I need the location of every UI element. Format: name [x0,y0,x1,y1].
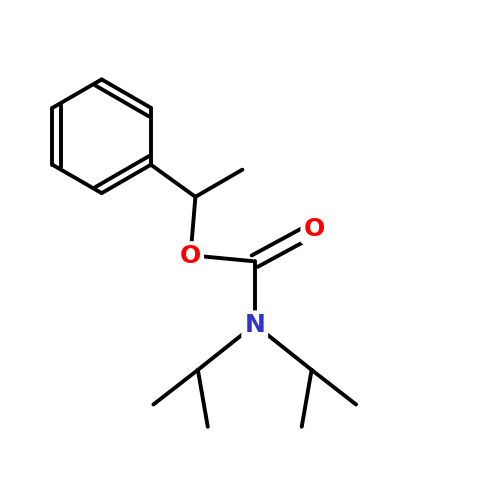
Text: O: O [180,244,201,268]
Text: N: N [244,314,265,338]
Text: O: O [304,217,324,241]
